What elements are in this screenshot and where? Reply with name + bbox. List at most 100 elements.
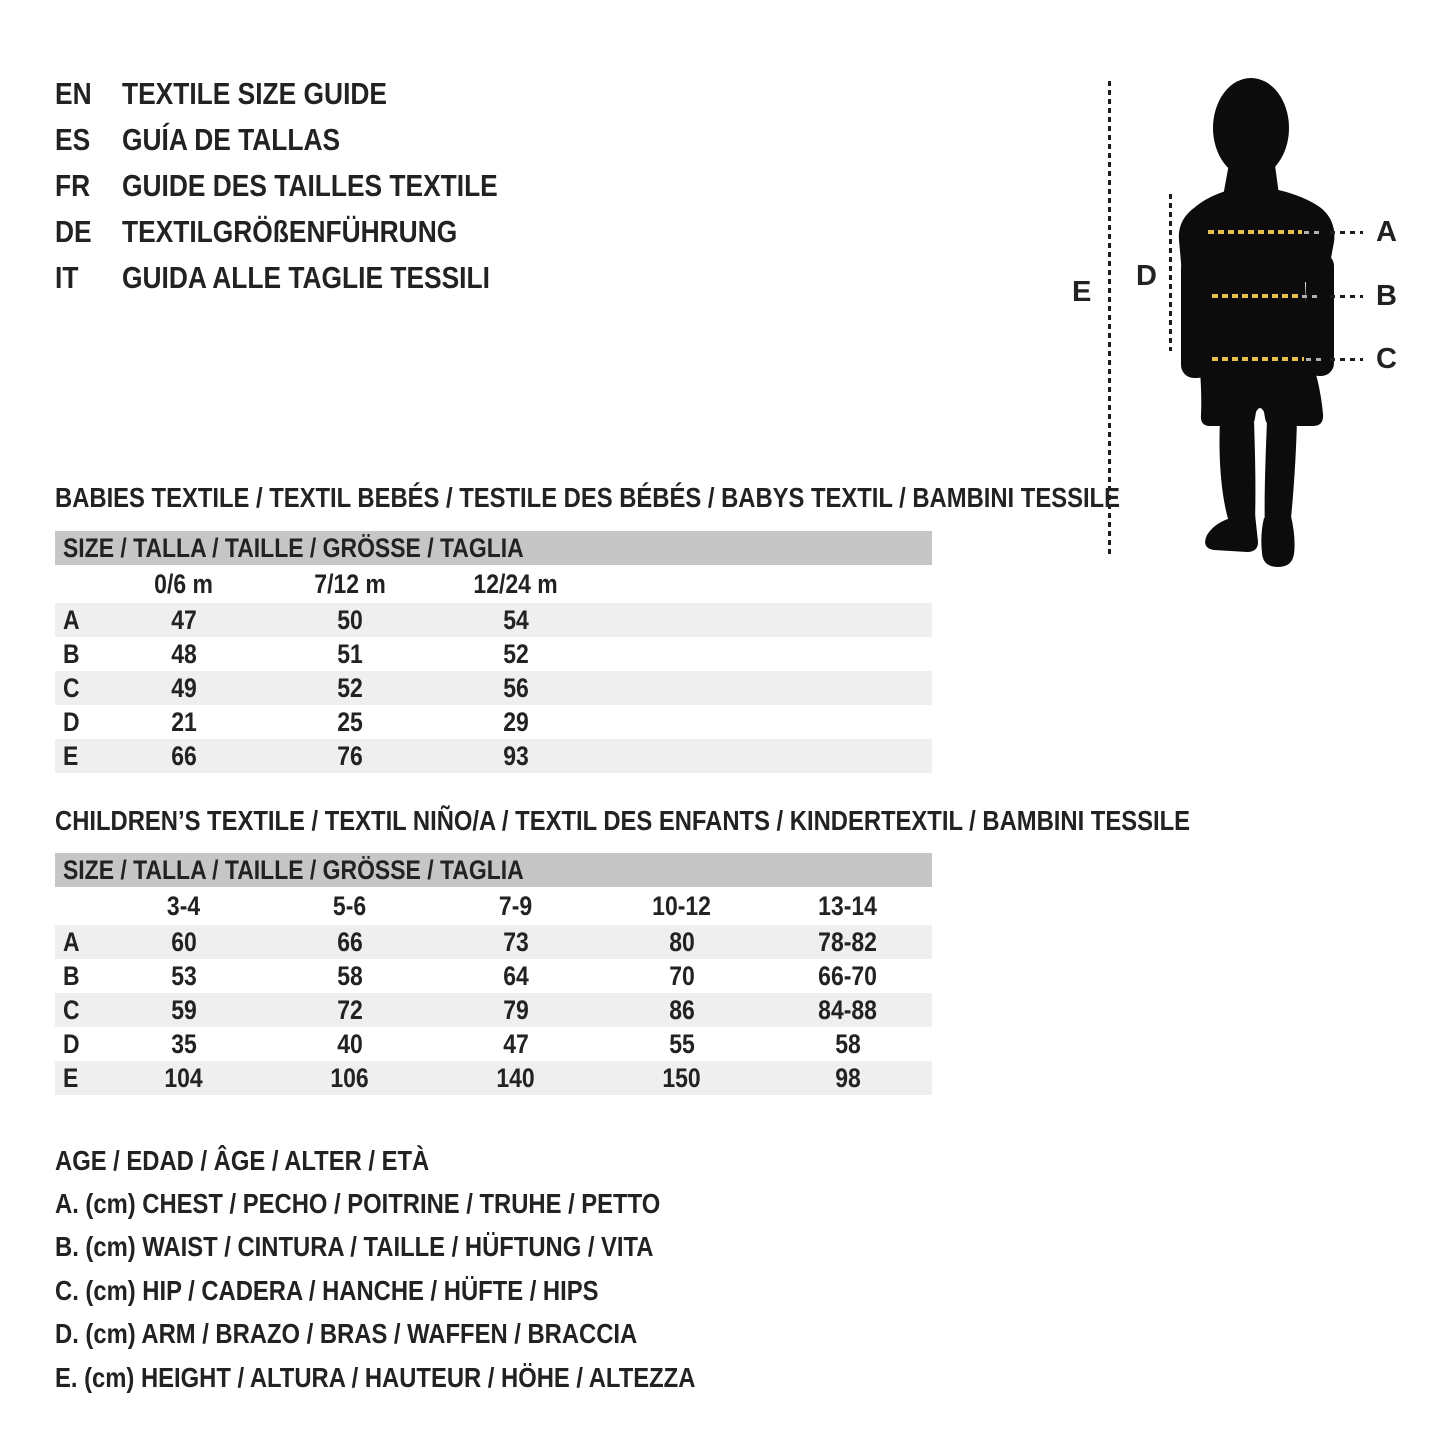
table-cell: 52 <box>503 638 529 669</box>
arm-measure-line <box>1169 194 1172 351</box>
legend-line-height: E. (cm) HEIGHT / ALTURA / HAUTEUR / HÖHE… <box>55 1361 696 1393</box>
measurement-legend: AGE / EDAD / ÂGE / ALTER / ETÀ A. (cm) C… <box>55 1139 808 1399</box>
table-cell: 58 <box>835 1028 861 1059</box>
table-cell: 35 <box>171 1028 197 1059</box>
legend-line-hip: C. (cm) HIP / CADERA / HANCHE / HÜFTE / … <box>55 1274 599 1306</box>
table-cell: 79 <box>503 994 529 1025</box>
column-header-row: 0/6 m 7/12 m 12/24 m <box>55 565 932 603</box>
table-row: E 104 106 140 150 98 <box>55 1061 932 1095</box>
chest-line-fade-dashes <box>1304 231 1324 234</box>
row-label: B <box>63 960 80 991</box>
height-measure-line <box>1108 81 1111 557</box>
row-label: D <box>63 1028 80 1059</box>
table-row: A 60 66 73 80 78-82 <box>55 925 932 959</box>
table-cell: 78-82 <box>818 926 878 957</box>
table-cell: 66 <box>337 926 363 957</box>
table-cell: 52 <box>337 672 363 703</box>
children-size-table: SIZE / TALLA / TAILLE / GRÖSSE / TAGLIA … <box>55 853 932 1095</box>
language-code: ES <box>55 122 91 157</box>
table-cell: 72 <box>337 994 363 1025</box>
chest-line-black-dashes <box>1330 231 1363 234</box>
column-header-row: 3-4 5-6 7-9 10-12 13-14 <box>55 887 932 925</box>
language-title-block: EN TEXTILE SIZE GUIDE ES GUÍA DE TALLAS … <box>55 71 564 301</box>
table-cell: 66 <box>171 740 197 771</box>
table-cell: 64 <box>503 960 529 991</box>
table-cell: 47 <box>503 1028 529 1059</box>
row-label: A <box>63 604 80 635</box>
table-cell: 76 <box>337 740 363 771</box>
babies-size-table: SIZE / TALLA / TAILLE / GRÖSSE / TAGLIA … <box>55 531 932 773</box>
legend-line-arm: D. (cm) ARM / BRAZO / BRAS / WAFFEN / BR… <box>55 1318 638 1350</box>
table-cell: 140 <box>496 1062 536 1093</box>
column-header: 10-12 <box>652 890 712 921</box>
table-row: B 53 58 64 70 66-70 <box>55 959 932 993</box>
table-row: D 21 25 29 <box>55 705 932 739</box>
table-cell: 73 <box>503 926 529 957</box>
language-row-es: ES GUÍA DE TALLAS <box>55 117 564 163</box>
table-cell: 98 <box>835 1062 861 1093</box>
row-label: E <box>63 1062 79 1093</box>
waist-line-fade-dashes <box>1302 295 1322 298</box>
language-title: GUIDA ALLE TAGLIE TESSILI <box>122 260 490 295</box>
language-row-de: DE TEXTILGRÖßENFÜHRUNG <box>55 209 564 255</box>
column-header: 5-6 <box>333 890 367 921</box>
table-cell: 40 <box>337 1028 363 1059</box>
language-row-fr: FR GUIDE DES TAILLES TEXTILE <box>55 163 564 209</box>
measure-label-hip: C <box>1376 343 1397 375</box>
table-cell: 59 <box>171 994 197 1025</box>
legend-line-waist: B. (cm) WAIST / CINTURA / TAILLE / HÜFTU… <box>55 1231 654 1263</box>
row-label: B <box>63 638 80 669</box>
column-header: 12/24 m <box>473 568 559 599</box>
chest-line-yellow-dashes <box>1208 230 1302 234</box>
table-cell: 29 <box>503 706 529 737</box>
language-code: DE <box>55 214 92 249</box>
size-header-bar: SIZE / TALLA / TAILLE / GRÖSSE / TAGLIA <box>55 853 932 887</box>
table-row: B 48 51 52 <box>55 637 932 671</box>
hip-line-fade-dashes <box>1306 358 1324 361</box>
column-header: 7-9 <box>499 890 533 921</box>
language-title: TEXTILE SIZE GUIDE <box>122 76 388 111</box>
table-cell: 60 <box>171 926 197 957</box>
language-title: TEXTILGRÖßENFÜHRUNG <box>122 214 458 249</box>
language-code: IT <box>55 260 79 295</box>
legend-line-age: AGE / EDAD / ÂGE / ALTER / ETÀ <box>55 1144 430 1176</box>
table-cell: 106 <box>330 1062 370 1093</box>
row-label: D <box>63 706 80 737</box>
table-cell: 51 <box>337 638 363 669</box>
column-header: 0/6 m <box>154 568 214 599</box>
measure-label-arm: D <box>1136 260 1157 292</box>
table-row: E 66 76 93 <box>55 739 932 773</box>
table-cell: 150 <box>662 1062 702 1093</box>
table-cell: 104 <box>164 1062 204 1093</box>
table-cell: 48 <box>171 638 197 669</box>
table-cell: 86 <box>669 994 695 1025</box>
table-row: A 47 50 54 <box>55 603 932 637</box>
babies-section-title: BABIES TEXTILE / TEXTIL BEBÉS / TESTILE … <box>55 482 1120 513</box>
table-cell: 56 <box>503 672 529 703</box>
language-code: EN <box>55 76 92 111</box>
table-cell: 58 <box>337 960 363 991</box>
language-title: GUIDE DES TAILLES TEXTILE <box>122 168 498 203</box>
table-cell: 21 <box>171 706 197 737</box>
measure-label-height: E <box>1072 276 1092 308</box>
row-label: E <box>63 740 79 771</box>
waist-line-yellow-dashes <box>1212 294 1300 298</box>
language-row-it: IT GUIDA ALLE TAGLIE TESSILI <box>55 255 564 301</box>
children-section-title: CHILDREN’S TEXTILE / TEXTIL NIÑO/A / TEX… <box>55 805 1191 836</box>
language-title: GUÍA DE TALLAS <box>122 122 341 157</box>
column-header: 7/12 m <box>314 568 386 599</box>
row-label: A <box>63 926 80 957</box>
measure-label-waist: B <box>1376 280 1397 312</box>
column-header: 13-14 <box>818 890 878 921</box>
table-cell: 80 <box>669 926 695 957</box>
hip-line-yellow-dashes <box>1212 357 1304 361</box>
table-cell: 70 <box>669 960 695 991</box>
table-cell: 53 <box>171 960 197 991</box>
language-code: FR <box>55 168 91 203</box>
table-cell: 54 <box>503 604 529 635</box>
table-cell: 25 <box>337 706 363 737</box>
table-cell: 84-88 <box>818 994 878 1025</box>
hip-line-black-dashes <box>1330 358 1363 361</box>
table-row: C 59 72 79 86 84-88 <box>55 993 932 1027</box>
